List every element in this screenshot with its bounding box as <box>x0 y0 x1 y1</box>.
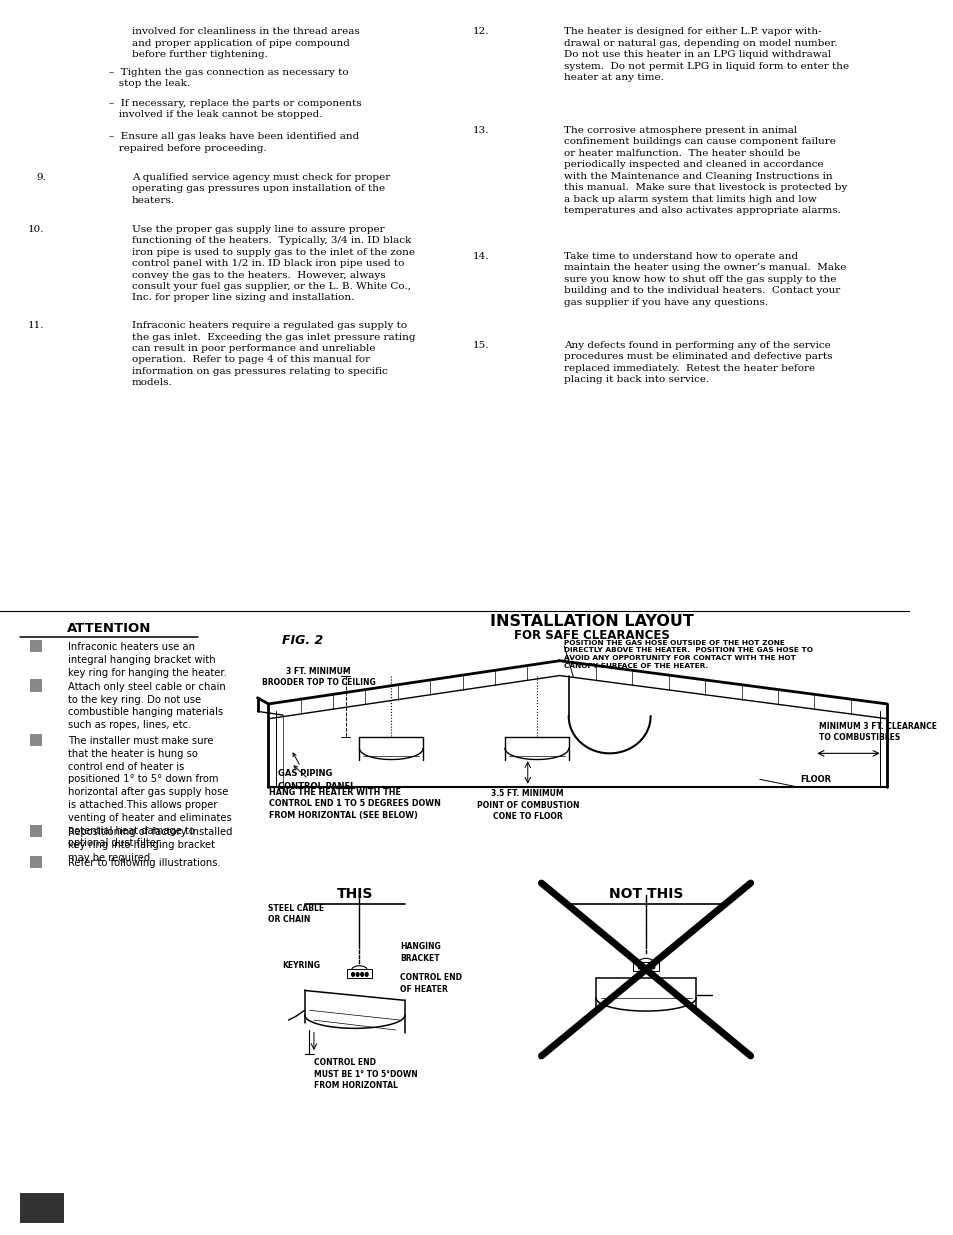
Text: Any defects found in performing any of the service
procedures must be eliminated: Any defects found in performing any of t… <box>563 341 832 384</box>
Bar <box>30 825 42 837</box>
Bar <box>30 856 42 868</box>
Text: –  If necessary, replace the parts or components
   involved if the leak cannot : – If necessary, replace the parts or com… <box>109 99 361 120</box>
Text: MINIMUM 3 FT. CLEARANCE
TO COMBUSTIBLES: MINIMUM 3 FT. CLEARANCE TO COMBUSTIBLES <box>818 721 936 742</box>
Circle shape <box>365 973 368 976</box>
Text: Refer to following illustrations.: Refer to following illustrations. <box>69 858 221 868</box>
Circle shape <box>352 973 355 976</box>
Text: ATTENTION: ATTENTION <box>67 622 152 636</box>
Bar <box>346 969 372 978</box>
Text: 11.: 11. <box>28 321 44 330</box>
Text: INSTALLATION LAYOUT: INSTALLATION LAYOUT <box>489 614 693 629</box>
Text: FLOOR: FLOOR <box>800 776 831 784</box>
Text: THIS: THIS <box>336 887 373 900</box>
Circle shape <box>642 966 645 968</box>
Text: A qualified service agency must check for proper
operating gas pressures upon in: A qualified service agency must check fo… <box>132 173 390 205</box>
Bar <box>30 734 42 746</box>
Text: Infraconic heaters require a regulated gas supply to
the gas inlet.  Exceeding t: Infraconic heaters require a regulated g… <box>132 321 415 388</box>
Text: 13.: 13. <box>473 126 489 135</box>
Text: 3 FT. MINIMUM
BROODER TOP TO CEILING: 3 FT. MINIMUM BROODER TOP TO CEILING <box>261 667 375 688</box>
Text: CONTROL PANEL: CONTROL PANEL <box>277 766 355 790</box>
Text: involved for cleanliness in the thread areas
and proper application of pipe comp: involved for cleanliness in the thread a… <box>132 27 359 59</box>
Text: The corrosive atmosphere present in animal
confinement buildings can cause compo: The corrosive atmosphere present in anim… <box>563 126 846 215</box>
Text: The installer must make sure
that the heater is hung so
control end of heater is: The installer must make sure that the he… <box>69 736 232 848</box>
Text: NOT THIS: NOT THIS <box>608 887 682 900</box>
Circle shape <box>360 973 363 976</box>
Text: 9.: 9. <box>36 173 47 182</box>
Bar <box>20 1193 64 1223</box>
Text: FOR SAFE CLEARANCES: FOR SAFE CLEARANCES <box>513 629 669 642</box>
Circle shape <box>355 973 358 976</box>
Text: 15.: 15. <box>473 341 489 350</box>
Text: The heater is designed for either L.P. vapor with-
drawal or natural gas, depend: The heater is designed for either L.P. v… <box>563 27 848 82</box>
Text: KEYRING: KEYRING <box>282 961 320 969</box>
Text: POSITION THE GAS HOSE OUTSIDE OF THE HOT ZONE
DIRECTLY ABOVE THE HEATER.  POSITI: POSITION THE GAS HOSE OUTSIDE OF THE HOT… <box>563 640 812 669</box>
Text: –  Tighten the gas connection as necessary to
   stop the leak.: – Tighten the gas connection as necessar… <box>109 68 349 89</box>
Text: FIG. 2: FIG. 2 <box>282 634 323 647</box>
Bar <box>30 679 42 692</box>
Text: Infraconic heaters use an
integral hanging bracket with
key ring for hanging the: Infraconic heaters use an integral hangi… <box>69 642 227 678</box>
Text: CONTROL END
OF HEATER: CONTROL END OF HEATER <box>400 973 462 994</box>
Text: HANG THE HEATER WITH THE
CONTROL END 1 TO 5 DEGREES DOWN
FROM HORIZONTAL (SEE BE: HANG THE HEATER WITH THE CONTROL END 1 T… <box>269 788 440 820</box>
Text: STEEL CABLE
OR CHAIN: STEEL CABLE OR CHAIN <box>268 904 324 925</box>
Text: CONTROL END
MUST BE 1° TO 5°DOWN
FROM HORIZONTAL: CONTROL END MUST BE 1° TO 5°DOWN FROM HO… <box>314 1058 417 1091</box>
Text: Use the proper gas supply line to assure proper
functioning of the heaters.  Typ: Use the proper gas supply line to assure… <box>132 225 415 303</box>
Text: 8: 8 <box>38 1194 46 1207</box>
Text: GAS PIPING: GAS PIPING <box>277 753 332 778</box>
Text: –  Ensure all gas leaks have been identified and
   repaired before proceeding.: – Ensure all gas leaks have been identif… <box>109 132 359 153</box>
Text: Attach only steel cable or chain
to the key ring. Do not use
combustible hanging: Attach only steel cable or chain to the … <box>69 682 226 730</box>
Bar <box>30 640 42 652</box>
Circle shape <box>651 966 654 968</box>
Text: 14.: 14. <box>473 252 489 261</box>
Bar <box>633 962 659 971</box>
Text: Take time to understand how to operate and
maintain the heater using the owner’s: Take time to understand how to operate a… <box>563 252 845 306</box>
Text: Repositioning of factory installed
key ring into hanging bracket
may be required: Repositioning of factory installed key r… <box>69 827 233 863</box>
Text: 3.5 FT. MINIMUM
POINT OF COMBUSTION
CONE TO FLOOR: 3.5 FT. MINIMUM POINT OF COMBUSTION CONE… <box>476 789 578 821</box>
Text: 10.: 10. <box>28 225 44 233</box>
Text: HANGING
BRACKET: HANGING BRACKET <box>400 942 440 963</box>
Text: 12.: 12. <box>473 27 489 36</box>
Circle shape <box>638 966 640 968</box>
Circle shape <box>647 966 649 968</box>
